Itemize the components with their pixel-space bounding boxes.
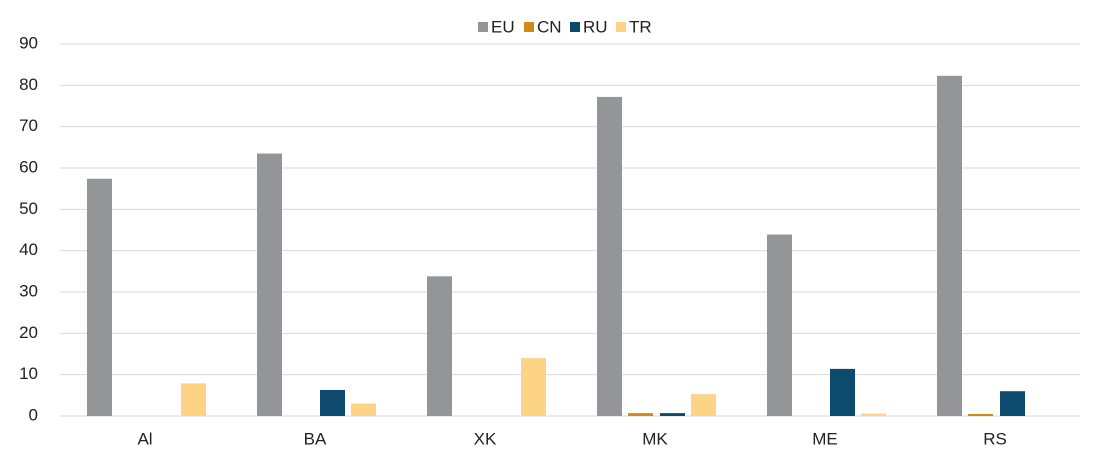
legend-swatch <box>478 22 488 32</box>
y-tick-label: 10 <box>19 364 38 383</box>
legend-label: RU <box>583 17 608 36</box>
bar <box>351 403 376 416</box>
bar <box>427 276 452 416</box>
y-tick-label: 30 <box>19 281 38 300</box>
bar <box>597 96 622 416</box>
legend-label: TR <box>629 17 652 36</box>
legend-swatch <box>570 22 580 32</box>
y-tick-label: 20 <box>19 323 38 342</box>
bar <box>937 75 962 417</box>
bar <box>830 368 855 416</box>
bar <box>521 358 546 416</box>
y-tick-label: 80 <box>19 75 38 94</box>
bar <box>1000 391 1025 416</box>
bar <box>691 394 716 416</box>
bar <box>181 383 206 416</box>
y-tick-label: 50 <box>19 199 38 218</box>
x-tick-label: Al <box>137 429 152 448</box>
bar <box>628 413 653 416</box>
y-tick-label: 60 <box>19 157 38 176</box>
x-tick-label: RS <box>983 429 1007 448</box>
legend-swatch <box>616 22 626 32</box>
bar <box>660 413 685 416</box>
y-tick-label: 70 <box>19 116 38 135</box>
bar <box>87 178 112 416</box>
bar <box>320 389 345 416</box>
legend-label: CN <box>537 17 562 36</box>
x-tick-label: XK <box>474 429 497 448</box>
bar <box>861 413 886 416</box>
y-tick-label: 90 <box>19 33 38 52</box>
bar <box>968 413 993 416</box>
bar <box>257 153 282 417</box>
x-tick-label: ME <box>812 429 838 448</box>
y-tick-label: 40 <box>19 240 38 259</box>
legend-label: EU <box>491 17 515 36</box>
x-tick-label: MK <box>642 429 668 448</box>
y-tick-label: 0 <box>29 405 38 424</box>
bar <box>767 234 792 416</box>
x-tick-label: BA <box>304 429 327 448</box>
legend-swatch <box>524 22 534 32</box>
